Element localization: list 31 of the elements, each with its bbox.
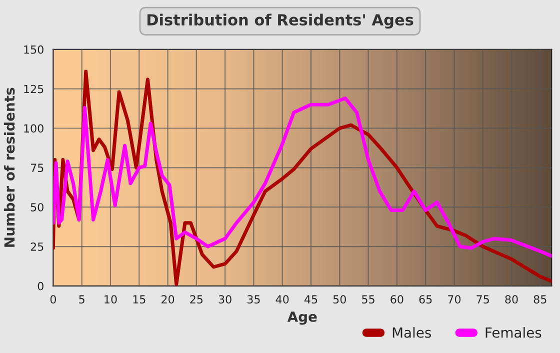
x-tick-label: 25 bbox=[190, 295, 203, 304]
x-tick-label: 30 bbox=[218, 295, 232, 304]
x-tick-label: 40 bbox=[276, 295, 289, 304]
x-axis-title: Age bbox=[287, 312, 317, 325]
x-tick-label: 55 bbox=[362, 295, 374, 304]
x-tick-label: 65 bbox=[419, 295, 432, 304]
y-tick-label: 150 bbox=[24, 45, 44, 54]
x-tick-label: 10 bbox=[104, 295, 117, 304]
x-tick-label: 20 bbox=[162, 295, 174, 304]
y-tick-label: 0 bbox=[38, 282, 44, 290]
x-tick-label: 80 bbox=[505, 295, 518, 304]
x-tick-label: 5 bbox=[79, 295, 84, 304]
x-tick-label: 0 bbox=[50, 295, 56, 304]
chart-title: Distribution of Residents' Ages bbox=[147, 14, 414, 29]
y-axis-title: Number of residents bbox=[4, 88, 15, 247]
y-tick-label: 75 bbox=[30, 164, 44, 172]
x-tick-label: 35 bbox=[247, 295, 260, 304]
y-tick-label: 125 bbox=[24, 84, 44, 94]
x-tick-label: 70 bbox=[448, 295, 461, 304]
y-tick-label: 100 bbox=[24, 124, 44, 133]
x-tick-label: 75 bbox=[476, 295, 489, 304]
y-tick-label: 25 bbox=[30, 242, 44, 251]
x-tick-label: 15 bbox=[133, 295, 146, 304]
line-series bbox=[53, 96, 552, 258]
legend-label: Females bbox=[486, 327, 542, 338]
legend-label: Males bbox=[392, 327, 431, 338]
y-tick-label: 50 bbox=[30, 203, 44, 212]
x-tick-label: 85 bbox=[534, 295, 546, 304]
x-tick-label: 60 bbox=[390, 295, 404, 304]
x-tick-label: 50 bbox=[333, 295, 346, 304]
x-tick-label: 45 bbox=[304, 295, 318, 304]
